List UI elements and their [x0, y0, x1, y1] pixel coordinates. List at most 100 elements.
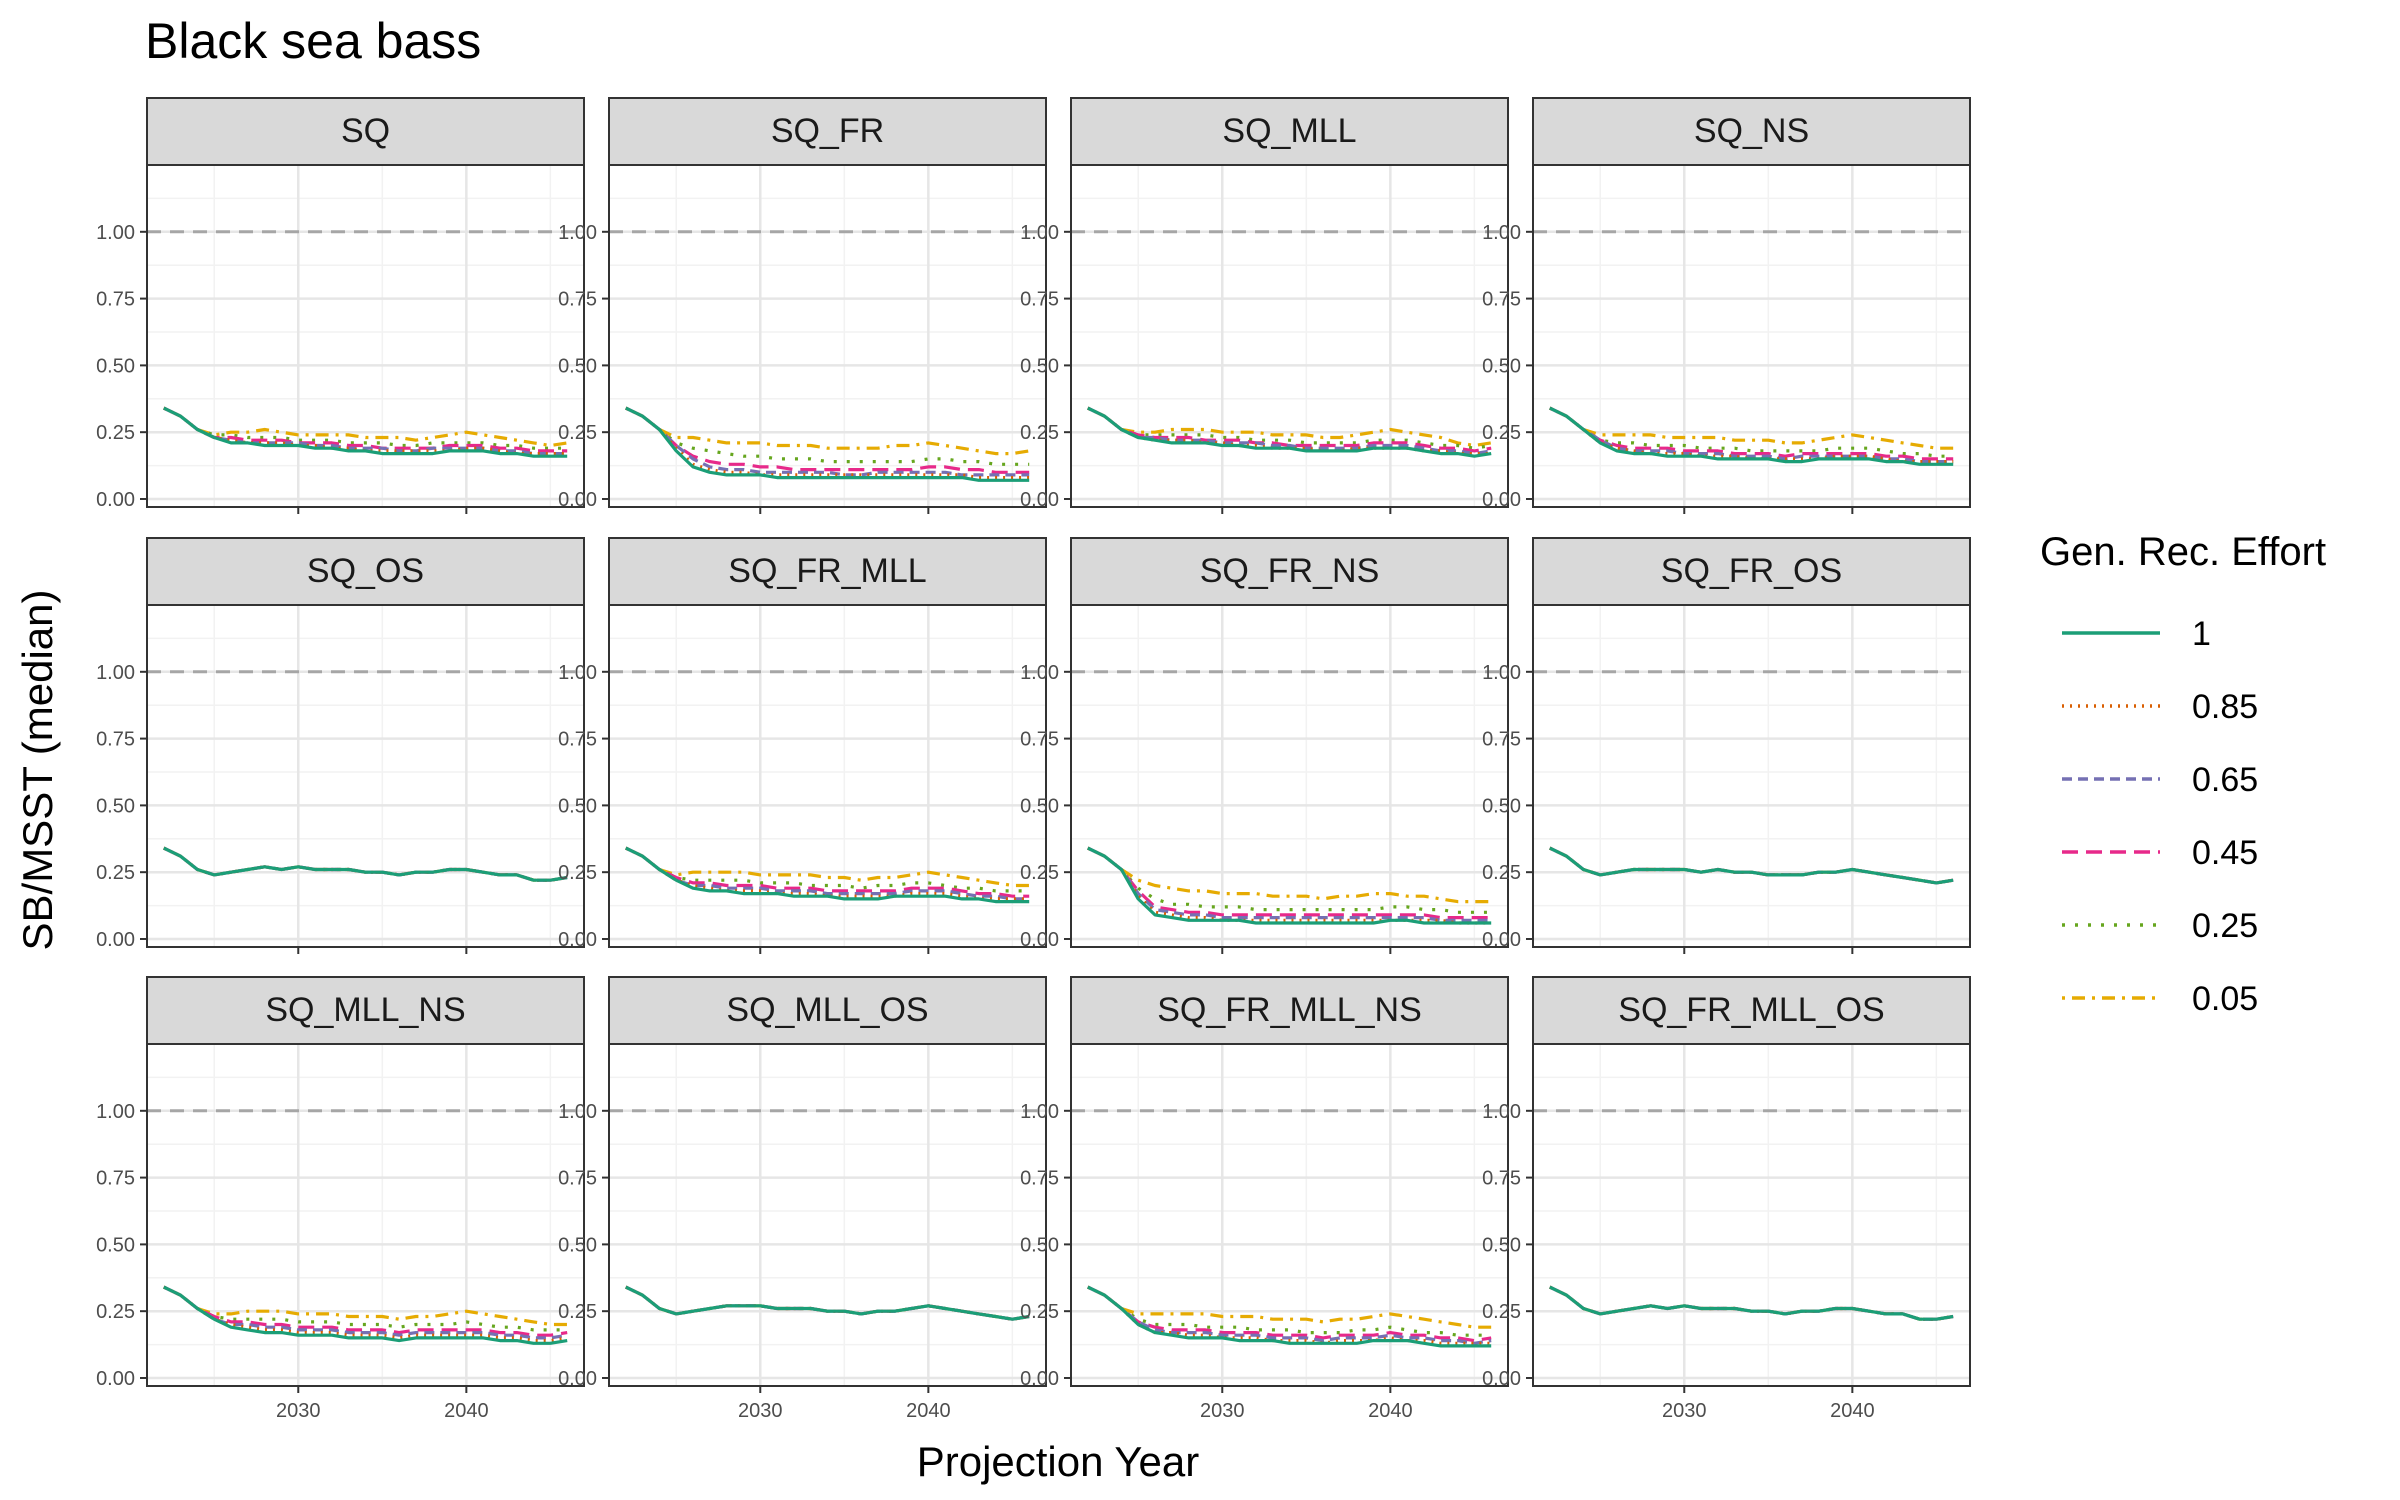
- facet-strip-label: SQ_FR: [771, 112, 884, 150]
- y-tick-label: 1.00: [96, 662, 135, 684]
- legend-label: 0.65: [2192, 761, 2258, 799]
- y-tick-label: 1.00: [96, 222, 135, 244]
- series-line-1: [163, 846, 568, 882]
- y-tick-label: 1.00: [558, 662, 597, 684]
- facet-strip: [146, 97, 585, 166]
- legend-item: 0.25: [2062, 907, 2258, 945]
- series-line-0_05: [625, 406, 1030, 456]
- series-line-1: [1549, 846, 1954, 885]
- y-tick-label: 1.00: [1482, 662, 1521, 684]
- panel-border: [1070, 604, 1509, 948]
- facet-panel: SQ_FR_MLL 0.00 0.25 0.50 0.75 1.00: [558, 537, 1047, 954]
- y-tick-label: 0.50: [558, 795, 597, 817]
- x-tick-label: 2030: [1662, 1400, 1707, 1422]
- series-line-0_65: [625, 846, 1030, 901]
- series-line-0_05: [1087, 1285, 1492, 1329]
- y-axis-label: SB/MSST (median): [14, 590, 61, 951]
- y-tick-label: 0.25: [1482, 1301, 1521, 1323]
- y-tick-label: 0.25: [96, 1301, 135, 1323]
- series-line-0_05: [163, 1285, 568, 1327]
- series-line-1: [625, 1285, 1030, 1321]
- y-tick-label: 0.75: [96, 1168, 135, 1190]
- plot-area: [609, 605, 1046, 947]
- facet-strip-label: SQ_MLL_NS: [265, 991, 465, 1029]
- facet-strip-label: SQ_FR_OS: [1661, 552, 1842, 590]
- legend-label: 0.45: [2192, 834, 2258, 872]
- series-line-0_05: [1087, 846, 1492, 904]
- series-line-0_25: [1087, 406, 1492, 450]
- series-line-0_45: [1087, 406, 1492, 453]
- legend-label: 0.05: [2192, 980, 2258, 1018]
- series-line-1: [625, 846, 1030, 904]
- y-tick-label: 0.50: [96, 795, 135, 817]
- x-tick-label: 2030: [276, 1400, 321, 1422]
- legend: Gen. Rec. Effort 1 0.85 0.65 0.45 0.25 0.05: [2040, 530, 2326, 1018]
- facet-strip-label: SQ_FR_MLL_OS: [1618, 991, 1884, 1029]
- panel-border: [146, 1043, 585, 1387]
- series-line-0_65: [1087, 406, 1492, 456]
- y-tick-label: 0.25: [1020, 862, 1059, 884]
- plot-area: [609, 1044, 1046, 1386]
- series-line-1: [1087, 846, 1492, 925]
- y-tick-label: 0.50: [558, 1234, 597, 1256]
- panel-border: [608, 604, 1047, 948]
- series-line-0_65: [1087, 1285, 1492, 1345]
- facet-panel: SQ_NS 0.00 0.25 0.50 0.75 1.00: [1482, 97, 1971, 514]
- facet-strip-label: SQ_NS: [1694, 112, 1809, 150]
- series-line-0_25: [625, 406, 1030, 466]
- y-tick-label: 0.25: [96, 862, 135, 884]
- y-tick-label: 0.50: [1482, 355, 1521, 377]
- facet-strip-label: SQ_MLL: [1222, 112, 1356, 150]
- y-tick-label: 0.00: [1020, 489, 1059, 511]
- y-tick-label: 0.00: [558, 929, 597, 951]
- x-tick-label: 2040: [444, 1400, 489, 1422]
- y-tick-label: 0.75: [1020, 729, 1059, 751]
- facet-panel: SQ_OS 0.00 0.25 0.50 0.75 1.00: [96, 537, 585, 954]
- series-line-0_65: [1549, 406, 1954, 464]
- legend-item: 0.45: [2062, 834, 2258, 872]
- y-tick-label: 0.00: [1482, 489, 1521, 511]
- y-tick-label: 0.00: [1020, 929, 1059, 951]
- plot-area: [1071, 165, 1508, 507]
- series-line-0_05: [1087, 406, 1492, 448]
- facet-panel: SQ_MLL_NS 0.00 0.25 0.50 0.75 1.00 2030 2040: [96, 976, 585, 1422]
- series-line-0_45: [625, 406, 1030, 474]
- panel-border: [1532, 164, 1971, 508]
- facet-panel: SQ_FR_MLL_OS 0.00 0.25 0.50 0.75 1.00 2030 2040: [1482, 976, 1971, 1422]
- y-tick-label: 0.00: [1020, 1368, 1059, 1390]
- facet-panel: SQ_FR_MLL_NS 0.00 0.25 0.50 0.75 1.00 2030 2040: [1020, 976, 1509, 1422]
- facet-strip: [608, 976, 1047, 1045]
- series-line-1: [163, 1285, 568, 1345]
- y-tick-label: 0.00: [96, 929, 135, 951]
- facet-strip-label: SQ_FR_NS: [1200, 552, 1380, 590]
- x-tick-label: 2030: [1200, 1400, 1245, 1422]
- series-line-1: [163, 406, 568, 458]
- y-tick-label: 1.00: [558, 1101, 597, 1123]
- legend-item: 0.65: [2062, 761, 2258, 799]
- plot-area: [609, 165, 1046, 507]
- panel-border: [1532, 604, 1971, 948]
- y-tick-label: 1.00: [96, 1101, 135, 1123]
- y-tick-label: 0.25: [96, 422, 135, 444]
- y-tick-label: 1.00: [1020, 222, 1059, 244]
- y-tick-label: 0.75: [558, 729, 597, 751]
- y-tick-label: 0.50: [1020, 795, 1059, 817]
- plot-area: [147, 165, 584, 507]
- series-line-1: [1087, 406, 1492, 458]
- legend-item: 0.05: [2062, 980, 2258, 1018]
- y-tick-label: 1.00: [1020, 662, 1059, 684]
- x-tick-label: 2040: [1368, 1400, 1413, 1422]
- panel-border: [608, 1043, 1047, 1387]
- series-line-0_65: [163, 1285, 568, 1340]
- legend-label: 1: [2192, 615, 2211, 653]
- y-tick-label: 0.50: [1020, 355, 1059, 377]
- facet-strip: [608, 537, 1047, 606]
- series-line-0_45: [163, 1285, 568, 1337]
- facet-strip-label: SQ_FR_MLL: [728, 552, 926, 590]
- series-line-0_05: [1549, 406, 1954, 450]
- x-tick-label: 2040: [906, 1400, 951, 1422]
- y-tick-label: 0.00: [558, 1368, 597, 1390]
- y-tick-label: 0.25: [558, 1301, 597, 1323]
- y-tick-label: 0.50: [1020, 1234, 1059, 1256]
